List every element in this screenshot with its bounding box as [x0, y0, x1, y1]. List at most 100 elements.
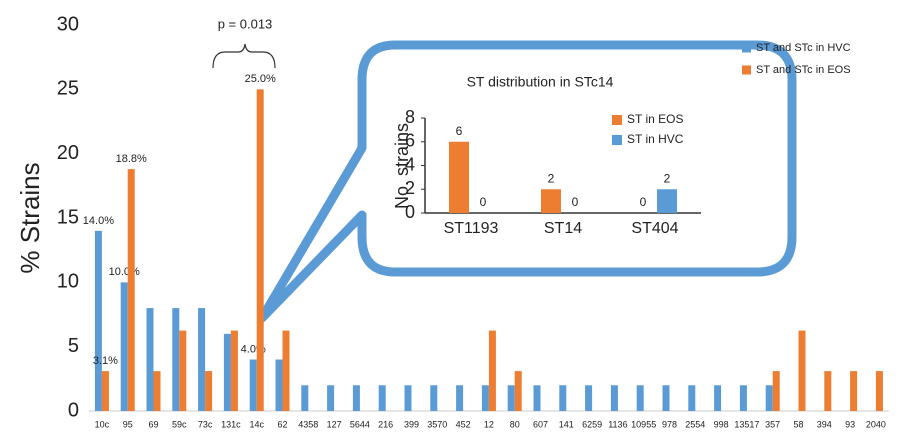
x-tick-label: 4358 — [298, 419, 318, 429]
bar — [772, 371, 780, 411]
value-label: 2 — [664, 171, 671, 185]
callout-bubble — [257, 40, 797, 323]
x-tick-label: 3570 — [427, 419, 447, 429]
x-tick-label: 10c — [95, 419, 110, 429]
y-tick-label: 4 — [405, 154, 415, 174]
bar — [378, 385, 386, 411]
bar — [282, 330, 290, 411]
y-tick-label: 2 — [405, 178, 415, 198]
bar — [198, 308, 206, 411]
bar — [824, 371, 832, 411]
y-tick-label: 30 — [57, 13, 79, 35]
bar — [352, 385, 360, 411]
bar — [636, 385, 644, 411]
bar — [850, 371, 858, 411]
bar — [533, 385, 541, 411]
y-tick-label: 5 — [68, 335, 79, 357]
bar — [404, 385, 412, 411]
x-tick-label: 1136 — [608, 419, 627, 429]
x-tick-label: 58 — [793, 419, 803, 429]
bar — [223, 333, 231, 411]
x-tick-label: 978 — [662, 419, 677, 429]
x-tick-label: 95 — [123, 419, 133, 429]
x-tick-label: 127 — [327, 419, 342, 429]
bar — [559, 385, 567, 411]
y-tick-label: 0 — [68, 399, 79, 421]
bar — [127, 169, 135, 411]
value-label: 0 — [480, 195, 487, 209]
bar — [765, 385, 773, 411]
x-tick-label: 399 — [404, 419, 419, 429]
bar — [585, 385, 593, 411]
bar — [875, 371, 883, 411]
x-tick-label: 357 — [765, 419, 780, 429]
bar — [146, 308, 154, 411]
x-tick-label: 14c — [249, 419, 264, 429]
value-label: 3.1% — [93, 355, 118, 367]
x-tick-label: 12 — [484, 419, 494, 429]
value-label: 18.8% — [116, 153, 147, 165]
bar — [205, 371, 213, 411]
x-tick-label: 2040 — [866, 419, 886, 429]
legend-label: ST and STc in HVC — [756, 42, 851, 54]
bar — [230, 330, 238, 411]
bar — [657, 189, 677, 213]
x-tick-label: 59c — [172, 419, 187, 429]
value-label: 25.0% — [245, 73, 276, 85]
value-label: 0 — [572, 195, 579, 209]
legend-label: ST in HVC — [627, 132, 684, 146]
bar — [179, 330, 187, 411]
bar — [327, 385, 335, 411]
x-tick-label: 394 — [817, 419, 832, 429]
y-tick-label: 15 — [57, 206, 79, 228]
bar — [456, 385, 464, 411]
bar — [153, 371, 161, 411]
x-tick-label: 607 — [533, 419, 548, 429]
x-tick-label: 2554 — [685, 419, 705, 429]
value-label: 0 — [640, 195, 647, 209]
x-tick-label: 80 — [510, 419, 520, 429]
x-tick-label: ST1193 — [444, 220, 499, 237]
x-tick-label: 10955 — [631, 419, 656, 429]
bar — [739, 385, 747, 411]
value-label: 6 — [456, 124, 463, 138]
bar — [275, 359, 283, 411]
x-tick-label: 5644 — [350, 419, 370, 429]
value-label: 2 — [548, 171, 555, 185]
bar — [662, 385, 670, 411]
bar — [256, 89, 264, 411]
y-tick-label: 6 — [405, 131, 415, 151]
significance-brace — [212, 43, 276, 69]
annotation: p = 0.013 — [218, 16, 273, 31]
bar — [610, 385, 618, 411]
y-tick-label: 20 — [57, 142, 79, 164]
x-tick-label: 141 — [559, 419, 574, 429]
x-tick-label: 69 — [148, 419, 158, 429]
bar — [101, 371, 109, 411]
y-tick-label: 10 — [57, 271, 79, 293]
value-label: 10.0% — [109, 266, 140, 278]
y-axis-label: No. strains — [392, 123, 412, 209]
x-tick-label: 131c — [221, 419, 241, 429]
bar — [449, 141, 469, 213]
bar — [249, 359, 257, 411]
x-tick-label: 62 — [277, 419, 287, 429]
bar — [714, 385, 722, 411]
bar — [94, 230, 102, 411]
bar — [481, 385, 489, 411]
chart-title: ST distribution in STc14 — [467, 74, 614, 90]
y-tick-label: 8 — [405, 107, 415, 127]
legend-swatch — [742, 65, 751, 75]
y-axis-label: % Strains — [15, 162, 45, 273]
y-tick-label: 25 — [57, 78, 79, 100]
bar — [301, 385, 309, 411]
x-tick-label: 93 — [845, 419, 855, 429]
legend-label: ST in EOS — [627, 112, 683, 126]
x-tick-label: ST404 — [631, 220, 678, 237]
x-tick-label: ST14 — [544, 220, 582, 237]
bar — [120, 282, 128, 411]
bar — [688, 385, 696, 411]
x-tick-label: 452 — [456, 419, 471, 429]
legend-swatch — [612, 135, 622, 145]
